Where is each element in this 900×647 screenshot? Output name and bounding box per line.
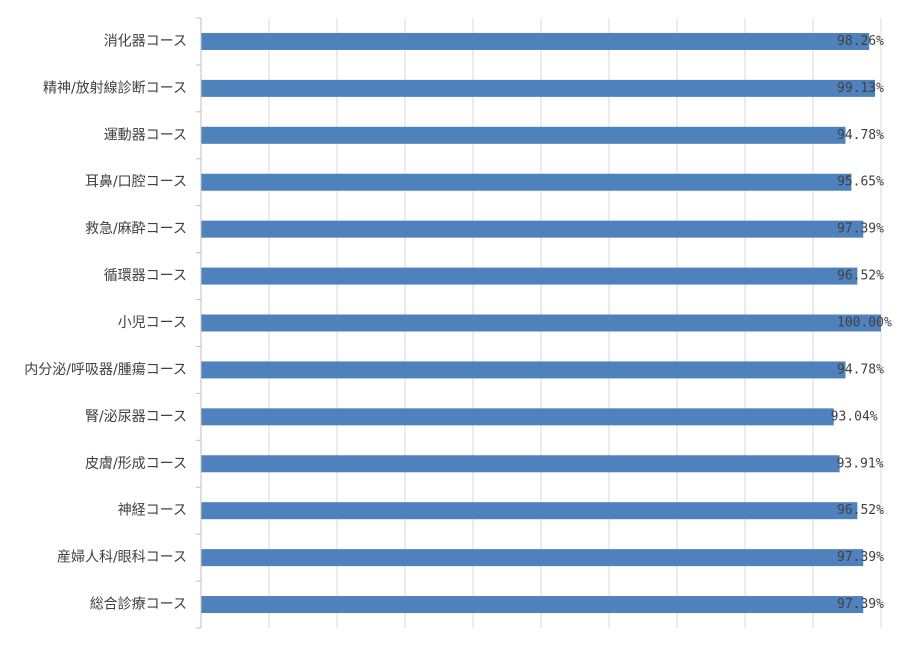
category-label: 精神/放射線診断コース: [43, 80, 187, 96]
value-label: 94.78%: [837, 362, 884, 377]
category-label: 神経コース: [118, 503, 187, 519]
value-label: 96.52%: [837, 503, 884, 518]
value-label: 100.00%: [837, 316, 892, 331]
value-label: 96.52%: [837, 269, 884, 284]
bar: [201, 267, 858, 285]
value-label: 97.39%: [837, 550, 884, 565]
value-labels: 98.26% 99.13% 94.78% 95.65% 97.39% 96.52% 100.…: [831, 34, 892, 612]
bar: [201, 126, 846, 144]
category-label: 腎/泌尿器コース: [85, 409, 187, 425]
category-label: 総合診療コース: [90, 596, 187, 613]
value-label: 94.78%: [837, 128, 884, 143]
value-label: 93.91%: [837, 456, 884, 471]
category-label: 消化器コース: [104, 33, 187, 49]
value-label: 99.13%: [837, 81, 884, 96]
category-label: 小児コース: [118, 315, 187, 331]
value-label: 97.39%: [837, 597, 884, 612]
bar: [201, 173, 852, 191]
value-label: 97.39%: [837, 222, 884, 237]
category-label: 内分泌/呼吸器/腫瘍コース: [24, 361, 187, 378]
bar: [201, 79, 876, 97]
bar: [201, 549, 864, 567]
bar: [201, 361, 846, 379]
bar: [201, 314, 881, 332]
bar: [201, 220, 864, 238]
category-labels: 消化器コース精神/放射線診断コース運動器コース耳鼻/口腔コース救急/麻酔コース循…: [24, 33, 187, 612]
category-label: 耳鼻/口腔コース: [85, 173, 187, 190]
value-label: 93.04%: [831, 409, 878, 424]
value-label: 95.65%: [837, 175, 884, 190]
bar: [201, 408, 834, 426]
category-label: 皮膚/形成コース: [85, 456, 187, 472]
category-label: 救急/麻酔コース: [85, 221, 187, 237]
value-label: 98.26%: [837, 34, 884, 49]
bar: [201, 596, 864, 614]
category-label: 運動器コース: [104, 127, 187, 143]
bar: [201, 32, 870, 50]
bars: [201, 32, 881, 614]
bar: [201, 502, 858, 520]
category-label: 循環器コース: [104, 268, 187, 284]
bar: [201, 455, 840, 473]
category-label: 産婦人科/眼科コース: [57, 549, 187, 566]
